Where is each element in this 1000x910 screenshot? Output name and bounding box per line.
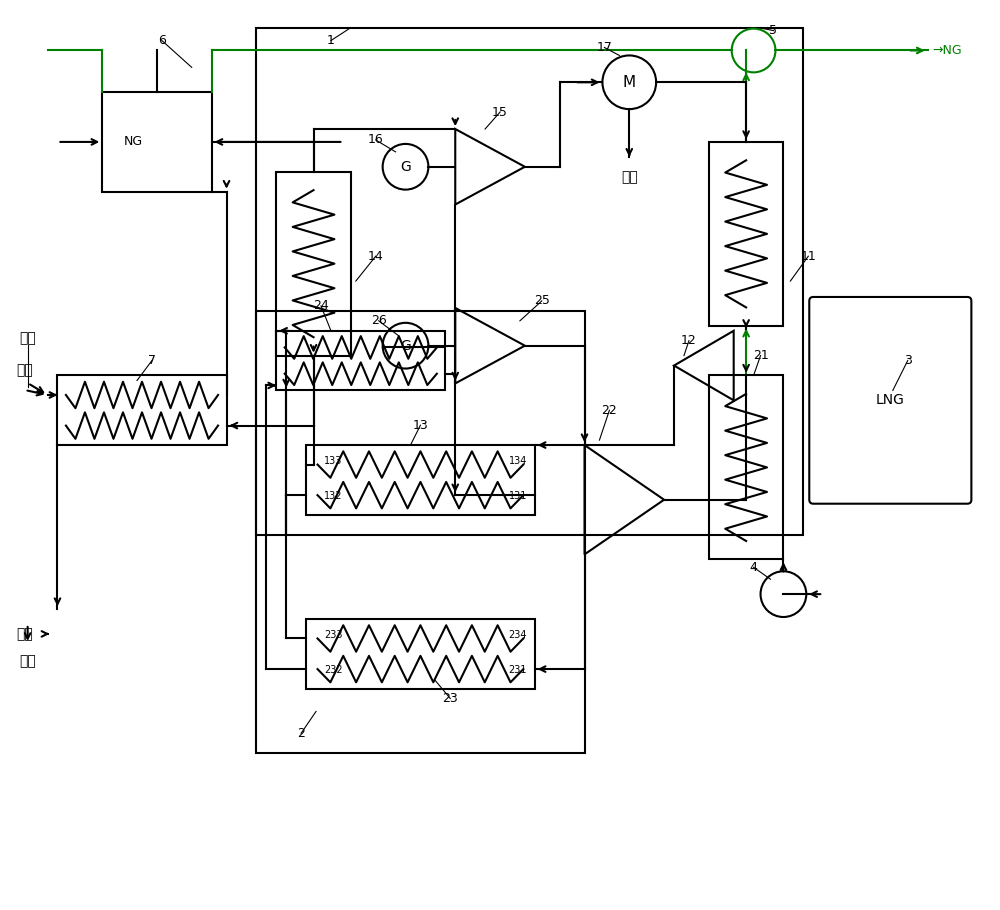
Text: 6: 6: [158, 34, 166, 47]
Text: 13: 13: [413, 419, 428, 431]
Text: 25: 25: [534, 295, 550, 308]
Text: 24: 24: [313, 299, 329, 312]
Text: 11: 11: [800, 249, 816, 263]
Text: M: M: [623, 75, 636, 90]
Text: 233: 233: [324, 630, 342, 640]
Text: 废气: 废气: [16, 627, 33, 641]
Text: 12: 12: [681, 334, 697, 348]
Bar: [709, 142, 783, 326]
Bar: [57, 376, 227, 445]
Text: 供热: 供热: [621, 169, 638, 184]
Text: →NG: →NG: [933, 44, 962, 57]
Text: 234: 234: [508, 630, 527, 640]
Bar: [276, 330, 445, 390]
Bar: [709, 376, 783, 560]
Text: 132: 132: [324, 490, 342, 500]
Text: 134: 134: [508, 456, 527, 466]
Text: 4: 4: [750, 561, 758, 574]
Text: G: G: [400, 339, 411, 353]
Bar: [102, 92, 212, 192]
Text: 231: 231: [508, 665, 527, 675]
Bar: [306, 445, 535, 515]
Text: 131: 131: [508, 490, 527, 500]
Text: 232: 232: [324, 665, 343, 675]
Bar: [276, 172, 351, 356]
Text: LNG: LNG: [876, 393, 905, 408]
Bar: [256, 27, 803, 534]
Text: 废气: 废气: [19, 653, 36, 668]
Text: 空气: 空气: [16, 363, 33, 377]
Text: G: G: [400, 160, 411, 174]
Text: 16: 16: [368, 134, 384, 147]
Text: 14: 14: [368, 249, 384, 263]
Text: 1: 1: [327, 34, 335, 47]
Text: 5: 5: [769, 24, 777, 37]
Bar: [306, 619, 535, 689]
Text: 21: 21: [753, 349, 768, 362]
Text: 22: 22: [602, 404, 617, 417]
Text: 133: 133: [324, 456, 342, 466]
Text: 3: 3: [904, 354, 912, 367]
Text: 2: 2: [297, 727, 305, 740]
Text: 15: 15: [492, 106, 508, 118]
Text: 26: 26: [371, 314, 387, 328]
Text: 23: 23: [442, 692, 458, 705]
Text: 空气: 空气: [19, 331, 36, 345]
Text: 17: 17: [596, 41, 612, 54]
Bar: [256, 311, 585, 753]
Text: NG: NG: [124, 136, 143, 148]
Text: 7: 7: [148, 354, 156, 367]
